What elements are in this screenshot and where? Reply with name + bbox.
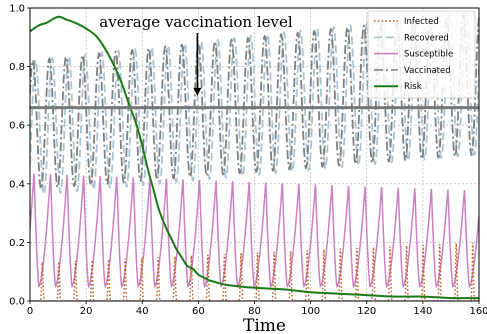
x-tick-label: 40 (136, 306, 149, 317)
annotation: average vaccination level (99, 13, 293, 96)
annotation-arrow-head (193, 87, 202, 96)
legend-label-risk: Risk (404, 82, 422, 92)
x-tick-label: 140 (413, 306, 432, 317)
y-tick-label: 0.8 (9, 62, 25, 73)
legend-label-vaccinated: Vaccinated (404, 66, 451, 76)
x-tick-label: 80 (248, 306, 261, 317)
series-line-vaccinated (30, 14, 479, 190)
legend-label-infected: Infected (404, 17, 439, 27)
series-line-susceptible (30, 173, 479, 289)
tick-labels: 0 20 40 60 80 100 120 140 160 0.0 0.2 0.4 0.6 0.8 1.0 (9, 4, 487, 318)
legend-label-recovered: Recovered (404, 33, 449, 43)
legend-box (367, 10, 476, 99)
x-tick-label: 20 (80, 306, 93, 317)
legend-label-susceptible: Susceptible (404, 50, 453, 60)
y-tick-label: 0.0 (9, 297, 25, 308)
y-tick-label: 0.4 (9, 179, 25, 190)
x-tick-label: 160 (469, 306, 487, 317)
series-line-risk (30, 15, 479, 300)
x-tick-label: 0 (27, 306, 33, 317)
x-tick-label: 60 (192, 306, 205, 317)
legend: Infected Recovered Susceptible Vaccinated Ri… (367, 10, 476, 99)
x-tick-label: 100 (301, 306, 320, 317)
y-tick-label: 1.0 (9, 4, 25, 15)
x-axis-label: Time (243, 316, 286, 334)
annotation-text: average vaccination level (99, 13, 293, 31)
y-tick-label: 0.2 (9, 238, 25, 249)
y-tick-label: 0.6 (9, 121, 25, 132)
x-tick-label: 120 (357, 306, 376, 317)
